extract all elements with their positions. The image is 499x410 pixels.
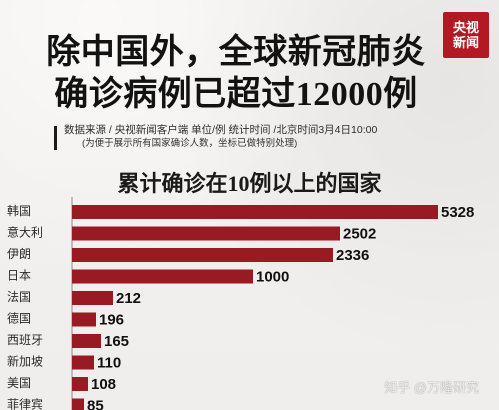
data-label: 110 — [97, 355, 121, 372]
logo-text-2: 新闻 — [452, 35, 479, 50]
bar-9 — [72, 377, 88, 391]
country-label: 伊朗 — [7, 247, 31, 261]
bar-4 — [72, 269, 253, 284]
source-meta: 数据来源 / 央视新闻客户端 单位/例 统计时间 /北京时间3月4日10:00 … — [54, 124, 454, 150]
main-title-line-2: 确诊病例已超过12000例 — [54, 76, 418, 113]
data-label: 165 — [104, 333, 129, 350]
data-label: 1000 — [256, 269, 289, 286]
bar-6 — [72, 312, 96, 327]
data-label: 108 — [91, 376, 116, 393]
country-label: 美国 — [7, 376, 31, 390]
bar-1 — [72, 205, 438, 219]
main-title-line-1: 除中国外，全球新冠肺炎 — [46, 34, 426, 71]
data-label: 196 — [99, 312, 124, 329]
country-label: 韩国 — [7, 203, 31, 218]
data-label: 2336 — [336, 247, 369, 264]
header-area: 除中国外，全球新冠肺炎 确诊病例已超过12000例 央视 新闻 数据来源 / 央… — [0, 0, 499, 180]
country-label: 意大利 — [7, 225, 43, 240]
data-label: 85 — [87, 398, 104, 410]
logo-text-1: 央视 — [452, 20, 479, 35]
bar-8 — [72, 355, 94, 370]
meta-divider-icon — [54, 126, 57, 150]
country-label: 德国 — [7, 311, 31, 326]
axis-note: (为便于展示所有国家确诊人数，坐标已做特别处理) — [82, 138, 298, 149]
data-label: 5328 — [441, 204, 474, 221]
horizontal-bar-chart: 韩国 5328 意大利 2502 伊朗 2336 日本 1000 法国 212 德国 196 西班牙 16… — [7, 197, 474, 410]
data-label: 2502 — [343, 226, 376, 243]
country-label: 法国 — [7, 290, 31, 304]
bar-7 — [72, 334, 101, 348]
cctv-news-logo: 央视 新闻 — [443, 12, 489, 58]
source-line: 数据来源 / 央视新闻客户端 单位/例 统计时间 /北京时间3月4日10:00 — [64, 124, 378, 136]
chart-title: 累计确诊在10例以上的国家 — [117, 171, 382, 196]
bar-3 — [72, 248, 333, 262]
bar-10 — [72, 398, 84, 410]
country-label: 新加坡 — [7, 354, 43, 369]
main-title: 除中国外，全球新冠肺炎 确诊病例已超过12000例 — [26, 32, 446, 116]
country-label: 西班牙 — [7, 333, 43, 347]
data-label: 212 — [116, 290, 141, 307]
bar-5 — [72, 291, 113, 305]
country-label: 日本 — [7, 269, 31, 283]
bar-2 — [72, 226, 340, 241]
country-label: 菲律宾 — [7, 397, 43, 410]
watermark-text: 知乎 @万隆研究 — [384, 380, 479, 395]
